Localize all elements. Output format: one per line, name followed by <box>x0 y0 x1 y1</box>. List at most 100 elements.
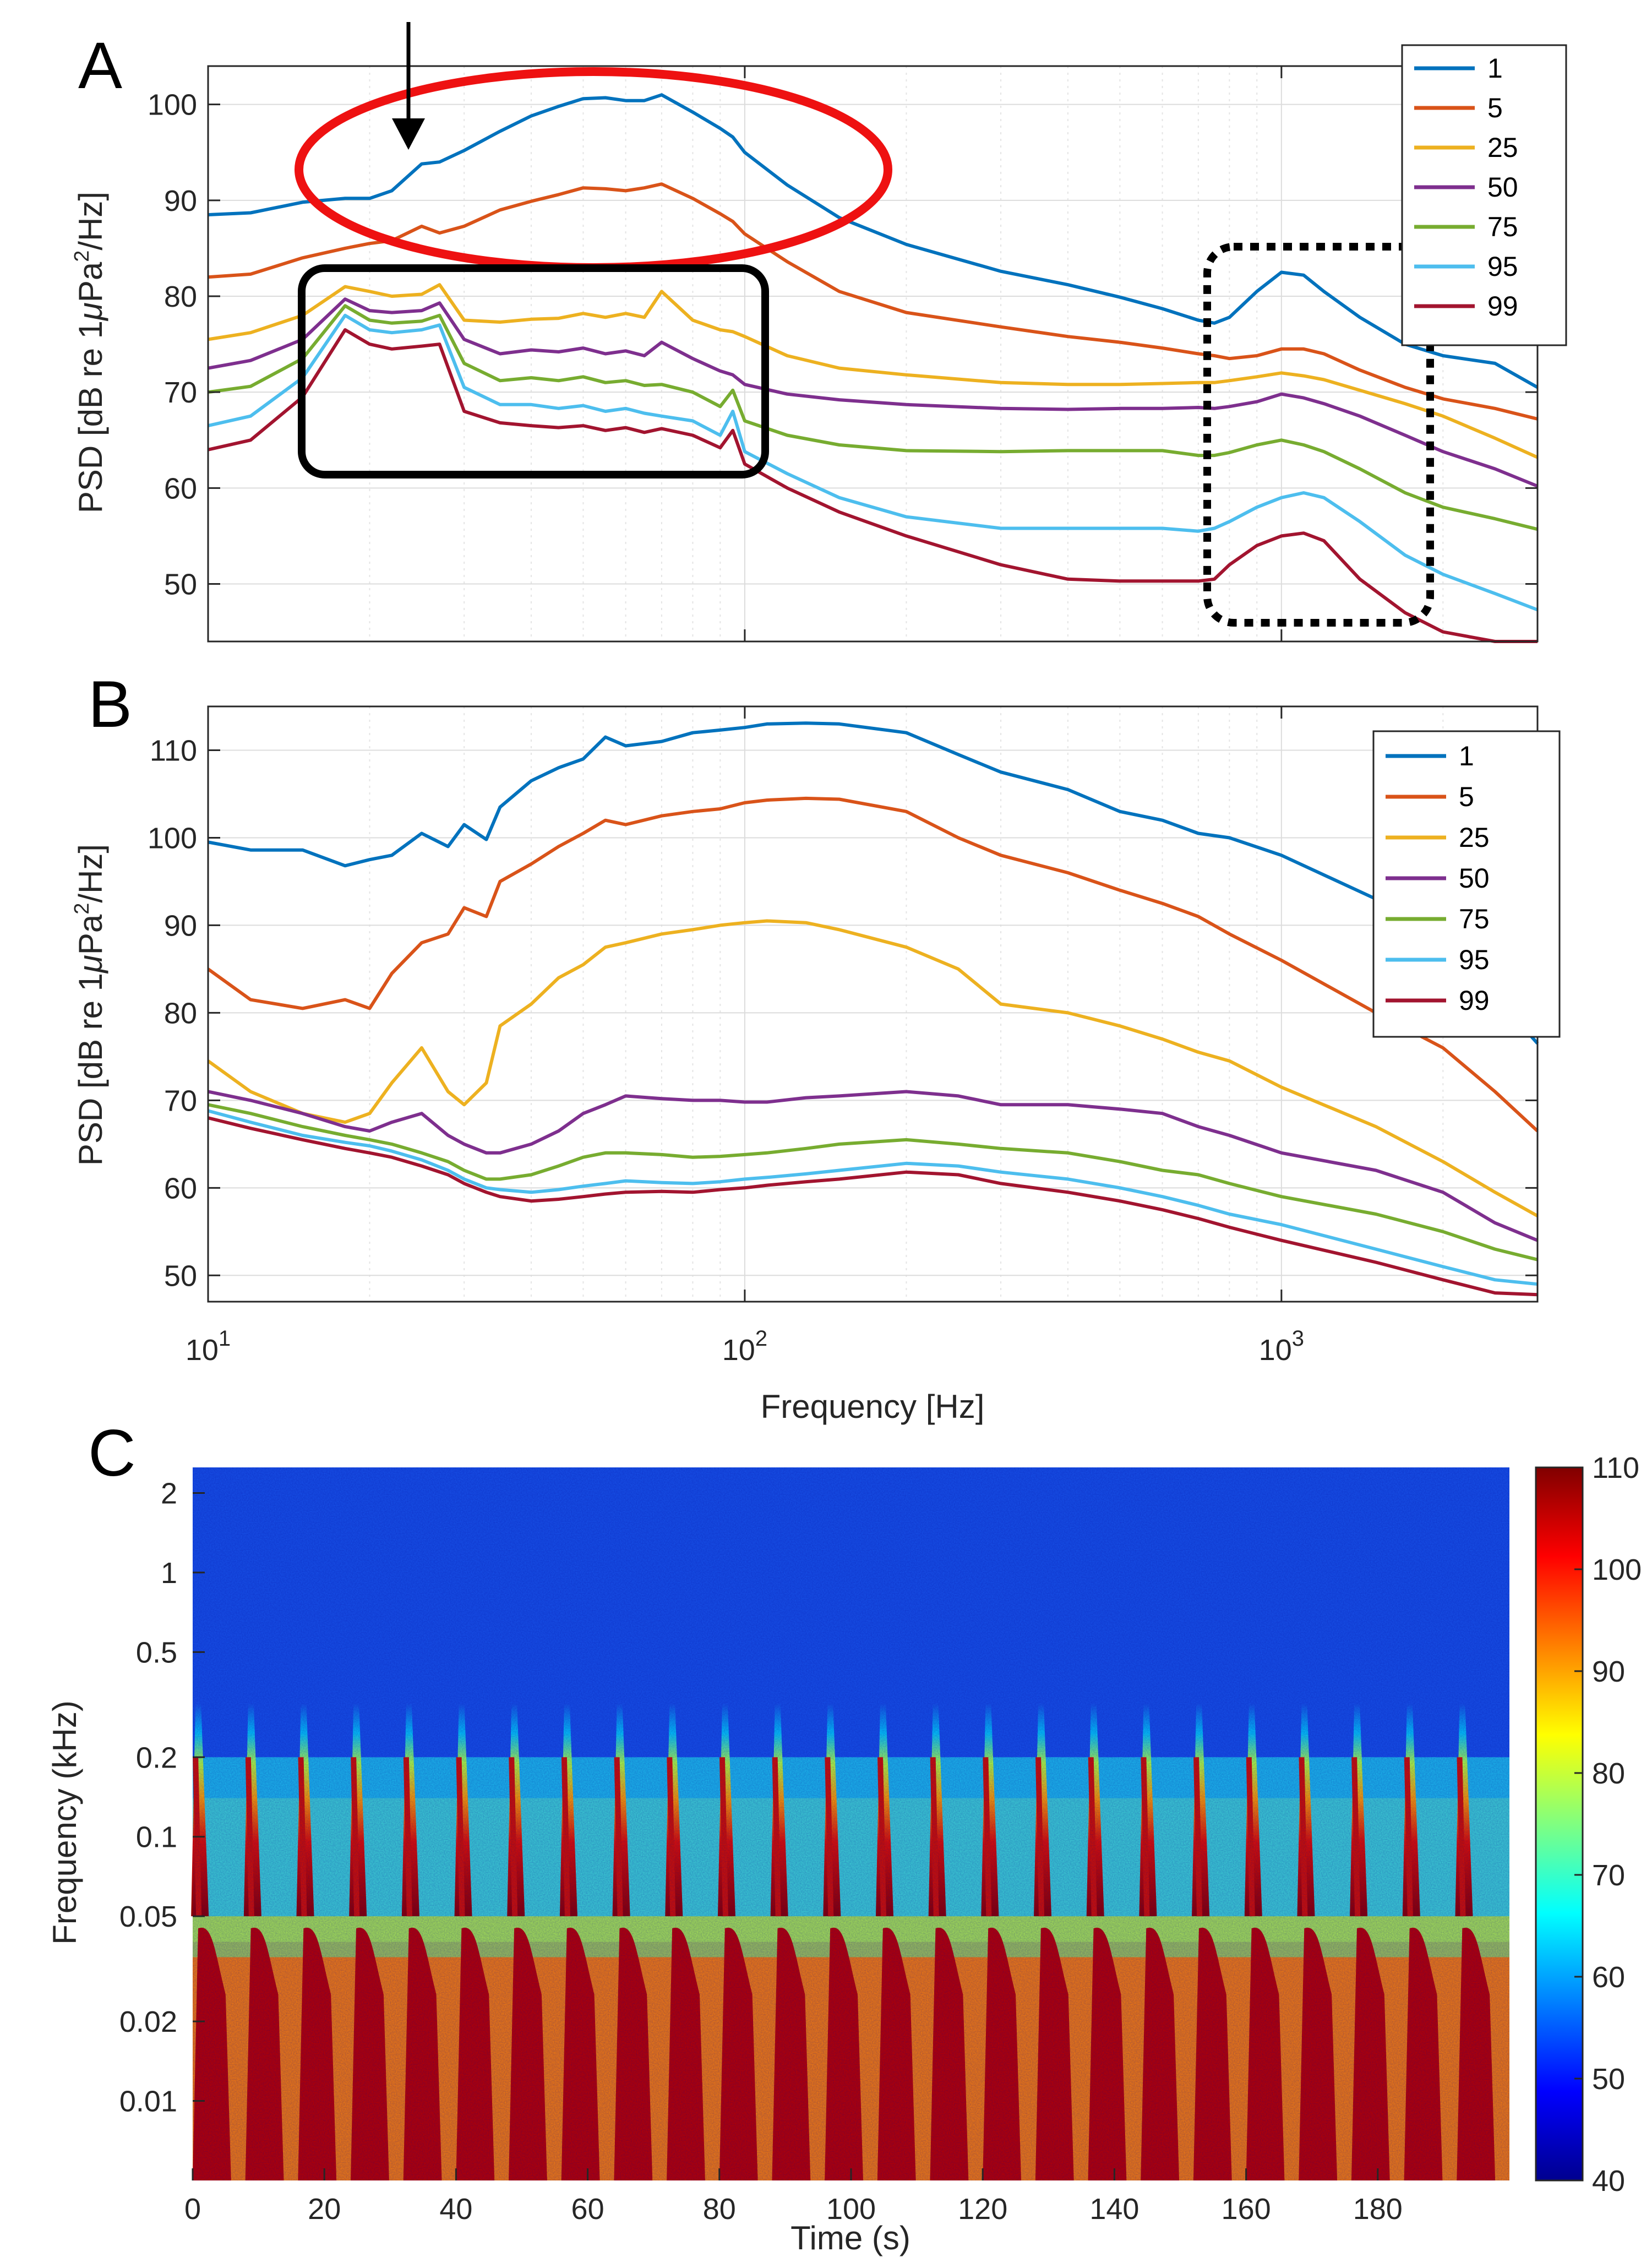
colorbar-tick-label: 70 <box>1592 1859 1625 1892</box>
legend-label: 75 <box>1487 211 1518 242</box>
panel-c-ylabel: Frequency (kHz) <box>46 1700 83 1944</box>
legend-label: 99 <box>1487 291 1518 322</box>
ytick-label: 2 <box>161 1477 177 1510</box>
series-line-95 <box>208 1109 1538 1286</box>
xtick-label: 160 <box>1222 2193 1271 2226</box>
ytick-label: 0.2 <box>136 1741 177 1774</box>
series-line-25 <box>207 919 1539 1217</box>
ytick-label: 90 <box>164 909 197 942</box>
xtick-exp: 2 <box>755 1326 767 1351</box>
ytick-label: 80 <box>164 997 197 1030</box>
ytick-label: 1 <box>161 1557 177 1590</box>
annotation-black-box <box>298 264 769 478</box>
series-line-75 <box>208 1103 1538 1261</box>
series-line-25 <box>208 283 1539 459</box>
series-line-50 <box>208 297 1539 488</box>
panel-a-legend: 1 5 25 50 75 95 99 <box>1401 44 1567 346</box>
panel-letter-a: A <box>78 29 122 102</box>
legend-label: 75 <box>1459 904 1490 934</box>
panel-a-ylabel: PSD [dB re 1μPa2/Hz] <box>70 192 109 513</box>
legend-label: 99 <box>1459 985 1490 1016</box>
xtick-label: 101 <box>186 1326 231 1367</box>
legend-label: 95 <box>1487 251 1518 282</box>
ytick-label: 0.02 <box>119 2005 177 2038</box>
ytick-label: 0.1 <box>136 1821 177 1854</box>
xtick-exp: 1 <box>219 1326 231 1351</box>
panel-a-grid <box>208 66 1538 641</box>
panel-b-grid <box>208 706 1538 1302</box>
panel-b-ylabel-mu: μ <box>72 955 109 974</box>
colorbar-tick-label: 50 <box>1592 2063 1625 2096</box>
xtick-exp: 3 <box>1292 1326 1304 1351</box>
ytick-label: 0.01 <box>119 2085 177 2118</box>
series-line-75 <box>208 304 1538 531</box>
ytick-label: 0.05 <box>119 1900 177 1933</box>
legend-label: 25 <box>1459 822 1490 853</box>
ytick-label: 90 <box>164 184 197 217</box>
ytick-label: 80 <box>164 280 197 313</box>
legend-label: 5 <box>1487 93 1503 123</box>
legend-label: 50 <box>1487 172 1518 203</box>
series-line-99 <box>208 328 1537 643</box>
ytick-label: 100 <box>148 822 197 855</box>
ytick-label: 0.5 <box>136 1636 177 1669</box>
ytick-label: 70 <box>164 1084 197 1117</box>
panel-a-yticks: 50 60 70 80 90 100 <box>148 66 1537 641</box>
colorbar-tick-label: 110 <box>1592 1451 1639 1484</box>
xtick-label: 140 <box>1089 2193 1139 2226</box>
xtick-label: 120 <box>958 2193 1007 2226</box>
ytick-label: 110 <box>150 734 197 767</box>
panel-b-ylabel-unit: Pa <box>72 914 109 955</box>
series-line-1 <box>208 93 1539 389</box>
xtick-label: 103 <box>1259 1326 1304 1367</box>
xtick-label: 100 <box>826 2193 876 2226</box>
legend-label: 50 <box>1459 863 1490 894</box>
panel-b-xticks: 101 102 103 <box>186 1326 1304 1367</box>
series-line-99 <box>208 1116 1538 1297</box>
panel-b-series <box>207 721 1539 1297</box>
ytick-label: 50 <box>164 568 197 601</box>
panel-a-ylabel-tail: /Hz] <box>72 192 109 251</box>
series-line-5 <box>208 182 1538 421</box>
panel-c-yticks: 0.01 0.02 0.05 0.1 0.2 0.5 1 2 <box>119 1477 205 2118</box>
panel-b-ylabel-sup: 2 <box>70 903 94 915</box>
colorbar-tick-label: 40 <box>1592 2164 1625 2198</box>
annotation-arrow <box>392 22 425 150</box>
panel-letter-b: B <box>88 667 132 741</box>
xtick-label: 40 <box>439 2193 472 2226</box>
xtick-label: 0 <box>184 2193 201 2226</box>
legend-box <box>1372 730 1561 1038</box>
colorbar-ticks: 40 50 60 70 80 90 100 110 <box>1574 1451 1642 2198</box>
ytick-label: 100 <box>148 89 197 122</box>
panel-a-series <box>208 93 1539 643</box>
ytick-label: 60 <box>164 472 197 505</box>
legend-label: 5 <box>1459 781 1474 812</box>
panel-b-xlabel: Frequency [Hz] <box>761 1388 985 1425</box>
legend-label: 95 <box>1459 944 1490 975</box>
panel-b-plot-area <box>208 706 1537 1302</box>
panel-a-ylabel-unit: Pa <box>72 262 109 302</box>
colorbar-tick-label: 80 <box>1592 1757 1625 1790</box>
panel-a-ylabel-sup: 2 <box>70 251 94 262</box>
xtick-base: 10 <box>1259 1334 1292 1367</box>
panel-b-ylabel: PSD [dB re 1μPa2/Hz] <box>70 844 109 1166</box>
spectrogram-noise <box>193 1467 1509 2180</box>
panel-a-ylabel-mu: μ <box>72 302 109 322</box>
panel-a-ylabel-main: PSD [dB re 1 <box>72 320 109 513</box>
panel-b-ylabel-main: PSD [dB re 1 <box>72 973 109 1166</box>
legend-box <box>1401 44 1567 346</box>
panel-a-axes-box <box>207 65 1539 643</box>
series-line-50 <box>208 1090 1539 1242</box>
legend-label: 1 <box>1487 53 1503 84</box>
panel-b-yticks: 50 60 70 80 90 100 110 <box>148 706 1537 1302</box>
xtick-label: 180 <box>1353 2193 1403 2226</box>
series-line-95 <box>208 313 1539 612</box>
ytick-label: 70 <box>164 376 197 409</box>
colorbar-tick-label: 90 <box>1592 1655 1625 1688</box>
colorbar <box>1535 1466 1584 2182</box>
panel-b-ylabel-tail: /Hz] <box>72 844 109 903</box>
series-line-5 <box>207 796 1539 1133</box>
ytick-label: 60 <box>164 1172 197 1205</box>
annotation-dotted-box <box>1203 243 1434 627</box>
